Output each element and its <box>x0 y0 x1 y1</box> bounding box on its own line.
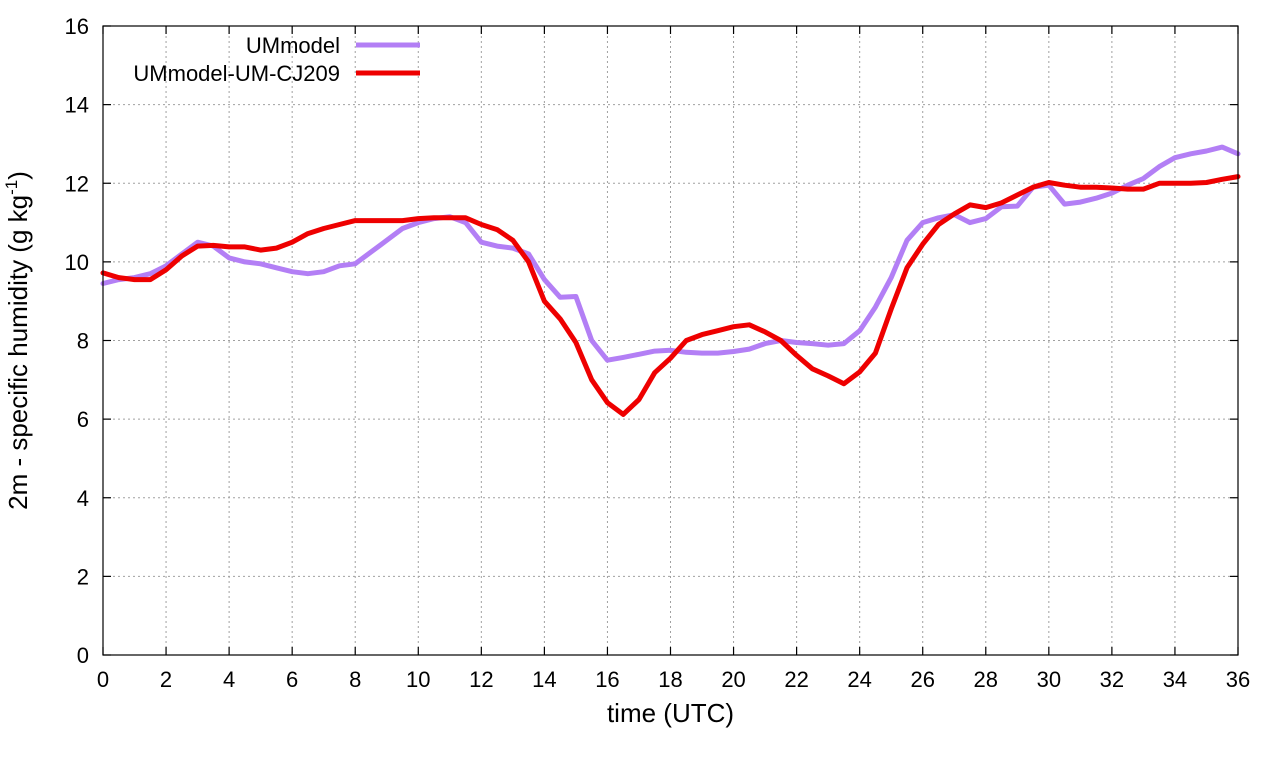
x-tick-label: 12 <box>469 667 493 692</box>
y-tick-label: 10 <box>65 250 89 275</box>
y-tick-label: 2 <box>77 564 89 589</box>
y-tick-label: 8 <box>77 329 89 354</box>
y-axis-title-suffix: ) <box>3 171 33 180</box>
x-tick-label: 32 <box>1100 667 1124 692</box>
legend-label: UMmodel-UM-CJ209 <box>133 61 340 86</box>
y-axis-title: 2m - specific humidity (g kg-1) <box>2 171 33 510</box>
x-tick-label: 36 <box>1226 667 1250 692</box>
series-lines <box>100 144 1241 417</box>
x-tick-label: 18 <box>658 667 682 692</box>
y-tick-label: 0 <box>77 643 89 668</box>
x-tick-label: 0 <box>97 667 109 692</box>
legend: UMmodel UMmodel-UM-CJ209 <box>133 33 420 86</box>
series-line-ummodel-um-cj209 <box>100 174 1241 417</box>
x-tick-label: 24 <box>847 667 871 692</box>
x-tick-label: 28 <box>974 667 998 692</box>
y-axis-title-main: 2m - specific humidity (g kg <box>3 195 33 510</box>
axis-ticks <box>102 25 1239 656</box>
x-tick-label: 8 <box>349 667 361 692</box>
x-tick-label: 16 <box>595 667 619 692</box>
grid <box>103 26 1238 655</box>
y-tick-label: 4 <box>77 486 89 511</box>
y-axis-title-superscript: -1 <box>2 180 21 195</box>
legend-label: UMmodel <box>246 33 340 58</box>
y-tick-label: 12 <box>65 171 89 196</box>
x-tick-label: 22 <box>784 667 808 692</box>
x-tick-label: 6 <box>286 667 298 692</box>
tick-labels: 0 2 4 6 8 10 12 14 16 18 20 22 24 26 28 30 32 34 360246810… <box>65 14 1251 692</box>
y-tick-label: 16 <box>65 14 89 39</box>
series-line-ummodel <box>100 144 1241 363</box>
x-tick-label: 20 <box>721 667 745 692</box>
y-tick-label: 6 <box>77 407 89 432</box>
x-tick-label: 10 <box>406 667 430 692</box>
x-tick-label: 34 <box>1163 667 1187 692</box>
y-tick-label: 14 <box>65 93 89 118</box>
x-tick-label: 14 <box>532 667 556 692</box>
x-tick-label: 26 <box>910 667 934 692</box>
x-tick-label: 2 <box>160 667 172 692</box>
x-axis-title: time (UTC) <box>607 698 734 728</box>
x-tick-label: 4 <box>223 667 235 692</box>
x-tick-label: 30 <box>1037 667 1061 692</box>
